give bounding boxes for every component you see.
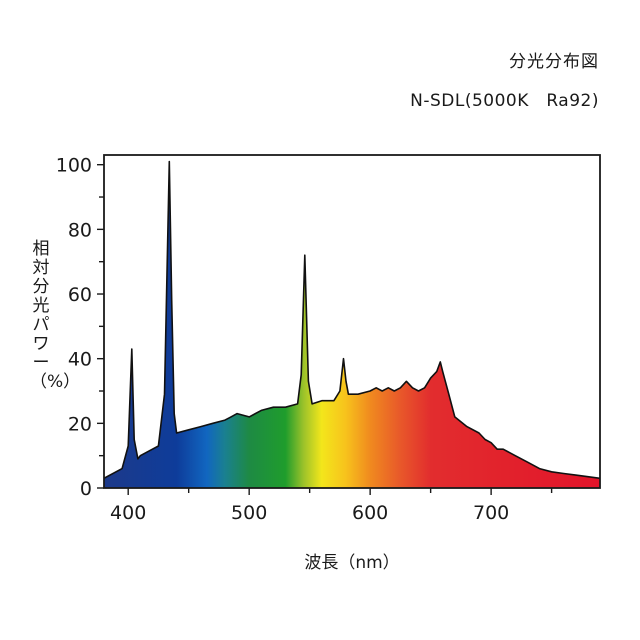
chart-title: 分光分布図	[509, 52, 599, 72]
x-tick-label: 500	[231, 502, 267, 524]
x-tick-label: 600	[352, 502, 388, 524]
x-tick-label: 700	[473, 502, 509, 524]
y-tick-label: 0	[80, 478, 92, 500]
y-tick-label: 20	[68, 413, 92, 435]
y-tick-label: 40	[68, 349, 92, 371]
chart-subtitle: N-SDL(5000K Ra92)	[410, 91, 599, 111]
y-tick-label: 80	[68, 219, 92, 241]
y-tick-label: 60	[68, 284, 92, 306]
x-tick-label: 400	[110, 502, 146, 524]
spectrum-area	[104, 161, 600, 488]
plot-frame	[103, 154, 601, 489]
x-axis-label: 波長（nm）	[304, 553, 400, 573]
spectrum-outline	[104, 160, 600, 480]
y-tick-label: 100	[56, 155, 92, 177]
